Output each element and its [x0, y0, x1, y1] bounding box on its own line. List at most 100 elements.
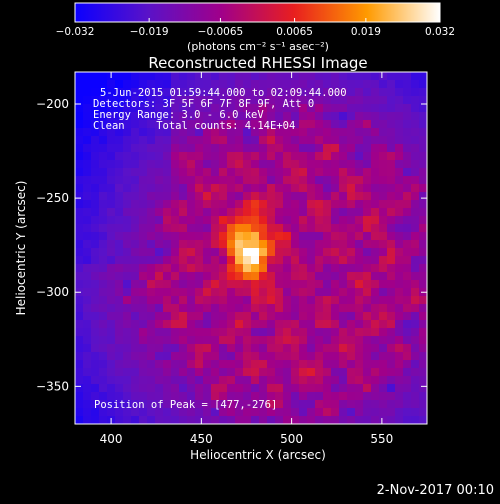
heatmap-cell: [155, 152, 164, 161]
heatmap-cell: [171, 336, 180, 345]
heatmap-cell: [403, 280, 412, 289]
heatmap-cell: [251, 328, 260, 337]
heatmap-cell: [235, 232, 244, 241]
heatmap-cell: [99, 88, 108, 97]
heatmap-cell: [371, 408, 380, 417]
heatmap-cell: [323, 320, 332, 329]
heatmap-cell: [187, 408, 196, 417]
heatmap-cell: [251, 280, 260, 289]
heatmap-cell: [403, 328, 412, 337]
heatmap-cell: [131, 240, 140, 249]
heatmap-cell: [291, 96, 300, 105]
heatmap-cell: [155, 320, 164, 329]
heatmap-cell: [355, 136, 364, 145]
heatmap-cell: [211, 216, 220, 225]
heatmap-cell: [371, 80, 380, 89]
heatmap-cell: [163, 344, 172, 353]
heatmap-cell: [147, 128, 156, 137]
heatmap-cell: [195, 384, 204, 393]
heatmap-cell: [75, 120, 84, 129]
heatmap-cell: [179, 408, 188, 417]
heatmap-cell: [179, 192, 188, 201]
heatmap-cell: [331, 208, 340, 217]
heatmap-cell: [227, 160, 236, 169]
heatmap-cell: [283, 312, 292, 321]
heatmap-cell: [275, 352, 284, 361]
heatmap-cell: [203, 120, 212, 129]
heatmap-cell: [411, 216, 420, 225]
heatmap-cell: [171, 296, 180, 305]
heatmap-cell: [211, 320, 220, 329]
heatmap-cell: [187, 304, 196, 313]
heatmap-cell: [355, 216, 364, 225]
heatmap-cell: [163, 280, 172, 289]
heatmap-cell: [371, 360, 380, 369]
heatmap-cell: [339, 224, 348, 233]
heatmap-cell: [347, 400, 356, 409]
heatmap-cell: [299, 384, 308, 393]
heatmap-cell: [235, 392, 244, 401]
heatmap-cell: [171, 248, 180, 257]
heatmap-cell: [347, 296, 356, 305]
heatmap-cell: [419, 400, 427, 409]
heatmap-cell: [91, 256, 100, 265]
heatmap-cell: [395, 232, 404, 241]
heatmap-cell: [211, 104, 220, 113]
heatmap-cell: [83, 128, 92, 137]
heatmap-cell: [195, 96, 204, 105]
heatmap-cell: [83, 376, 92, 385]
heatmap-cell: [83, 304, 92, 313]
heatmap-cell: [83, 240, 92, 249]
heatmap-cell: [115, 256, 124, 265]
heatmap-cell: [227, 192, 236, 201]
heatmap-cell: [307, 216, 316, 225]
heatmap-cell: [307, 280, 316, 289]
heatmap-cell: [307, 392, 316, 401]
heatmap-cell: [171, 184, 180, 193]
heatmap-cell: [251, 384, 260, 393]
heatmap-cell: [91, 128, 100, 137]
heatmap-cell: [323, 160, 332, 169]
heatmap-cell: [147, 304, 156, 313]
heatmap-cell: [395, 256, 404, 265]
heatmap-cell: [315, 112, 324, 121]
heatmap-cell: [187, 128, 196, 137]
heatmap-cell: [219, 336, 228, 345]
heatmap-cell: [115, 320, 124, 329]
heatmap-cell: [307, 176, 316, 185]
heatmap-cell: [347, 80, 356, 89]
heatmap-cell: [179, 120, 188, 129]
heatmap-cell: [203, 232, 212, 241]
heatmap-cell: [259, 416, 268, 424]
heatmap-cell: [299, 104, 308, 113]
heatmap-cell: [211, 72, 220, 81]
heatmap-cell: [227, 352, 236, 361]
heatmap-cell: [163, 400, 172, 409]
heatmap-cell: [91, 328, 100, 337]
heatmap-cell: [171, 176, 180, 185]
heatmap-cell: [395, 128, 404, 137]
heatmap-cell: [115, 248, 124, 257]
heatmap-cell: [187, 264, 196, 273]
heatmap-cell: [363, 400, 372, 409]
heatmap-cell: [75, 264, 84, 273]
heatmap-cell: [187, 336, 196, 345]
heatmap-cell: [163, 184, 172, 193]
heatmap-cell: [83, 416, 92, 424]
heatmap-cell: [243, 104, 252, 113]
heatmap-cell: [171, 368, 180, 377]
heatmap-cell: [315, 256, 324, 265]
heatmap-cell: [363, 344, 372, 353]
heatmap-cell: [251, 296, 260, 305]
heatmap-cell: [355, 344, 364, 353]
heatmap-cell: [395, 264, 404, 273]
heatmap-cell: [179, 248, 188, 257]
heatmap-cell: [219, 72, 228, 81]
heatmap-cell: [235, 152, 244, 161]
heatmap-cell: [411, 72, 420, 81]
heatmap-cell: [387, 360, 396, 369]
heatmap-cell: [123, 344, 132, 353]
heatmap-cell: [275, 120, 284, 129]
heatmap-cell: [75, 184, 84, 193]
